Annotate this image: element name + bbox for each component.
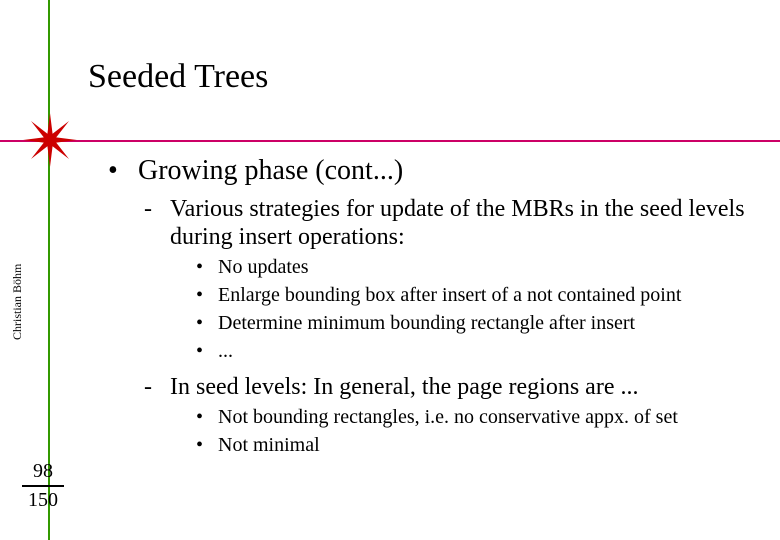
- lvl3-text: ...: [218, 339, 233, 363]
- lvl2-text: Various strategies for update of the MBR…: [170, 195, 758, 251]
- page-total: 150: [22, 489, 64, 512]
- page-number: 98 150: [22, 460, 64, 512]
- star-icon: [22, 112, 78, 168]
- author-sidetext: Christian Böhm: [10, 264, 25, 340]
- bullet-dot-icon: •: [196, 405, 218, 429]
- bullet-dot-icon: •: [196, 311, 218, 335]
- vertical-rule: [48, 0, 50, 540]
- lvl2-text: In seed levels: In general, the page reg…: [170, 373, 638, 401]
- list-item: - In seed levels: In general, the page r…: [144, 373, 758, 401]
- bullet-dot-icon: •: [196, 433, 218, 457]
- list-item: • No updates: [196, 255, 758, 279]
- lvl3-text: Determine minimum bounding rectangle aft…: [218, 311, 635, 335]
- lvl3-text: Enlarge bounding box after insert of a n…: [218, 283, 681, 307]
- bullet-dot-icon: •: [108, 155, 138, 187]
- list-item: • ...: [196, 339, 758, 363]
- lvl3-text: No updates: [218, 255, 309, 279]
- list-item: • Determine minimum bounding rectangle a…: [196, 311, 758, 335]
- lvl1-text: Growing phase (cont...): [138, 155, 403, 187]
- bullet-dot-icon: •: [196, 255, 218, 279]
- page-current: 98: [22, 460, 64, 483]
- slide-title: Seeded Trees: [88, 58, 268, 96]
- bullet-dot-icon: •: [196, 283, 218, 307]
- list-item: • Not bounding rectangles, i.e. no conse…: [196, 405, 758, 429]
- list-item: • Enlarge bounding box after insert of a…: [196, 283, 758, 307]
- page-divider: [22, 485, 64, 487]
- lvl3-text: Not bounding rectangles, i.e. no conserv…: [218, 405, 678, 429]
- list-item: • Growing phase (cont...): [108, 155, 758, 187]
- bullet-dash-icon: -: [144, 195, 170, 223]
- lvl3-text: Not minimal: [218, 433, 320, 457]
- list-item: - Various strategies for update of the M…: [144, 195, 758, 251]
- slide-content: • Growing phase (cont...) - Various stra…: [108, 155, 758, 457]
- bullet-dash-icon: -: [144, 373, 170, 401]
- horizontal-rule: [0, 140, 780, 142]
- bullet-dot-icon: •: [196, 339, 218, 363]
- list-item: • Not minimal: [196, 433, 758, 457]
